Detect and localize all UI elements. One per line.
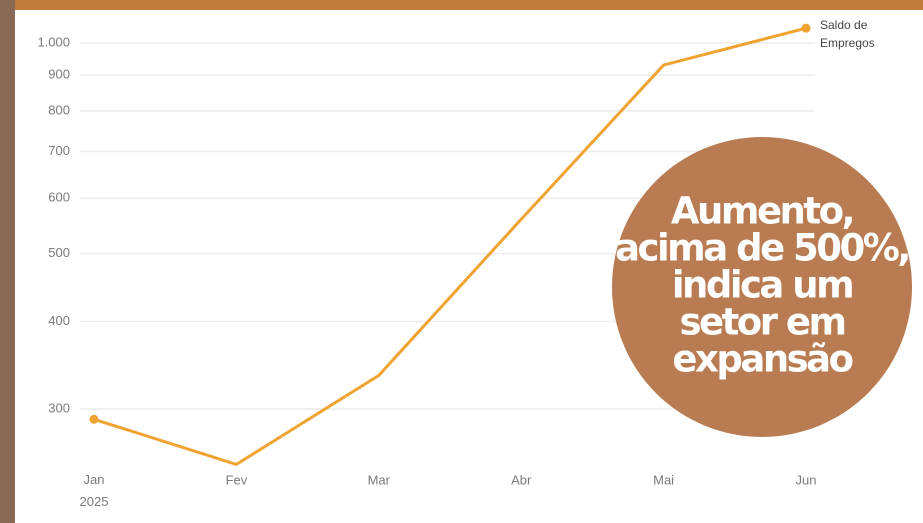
y-tick-label: 600 bbox=[48, 190, 70, 205]
y-tick-label: 800 bbox=[48, 102, 70, 117]
photo-edge bbox=[0, 0, 15, 523]
y-tick-label: 400 bbox=[48, 313, 70, 328]
x-tick-label: Fev bbox=[226, 472, 248, 487]
point bbox=[90, 415, 99, 424]
y-tick-label: 700 bbox=[48, 143, 70, 158]
page: {"chart_data": {"type": "line", "log_y":… bbox=[0, 0, 923, 523]
chart: 300 400 500 600 700 800 900 1.000 Jan2025 Fev Mar A… bbox=[0, 0, 923, 523]
x-tick-label: Mai bbox=[653, 472, 674, 487]
y-tick-label: 900 bbox=[48, 66, 70, 81]
point bbox=[802, 24, 811, 33]
y-tick-label: 300 bbox=[48, 400, 70, 415]
x-tick-label: Mar bbox=[368, 472, 391, 487]
top-banner bbox=[0, 0, 923, 10]
annotation-line: expansão bbox=[672, 338, 852, 381]
y-tick-label: 1.000 bbox=[37, 34, 70, 49]
y-tick-label: 500 bbox=[48, 245, 70, 260]
x-tick-label: Jun bbox=[796, 472, 817, 487]
x-tick-label: Abr bbox=[511, 472, 532, 487]
